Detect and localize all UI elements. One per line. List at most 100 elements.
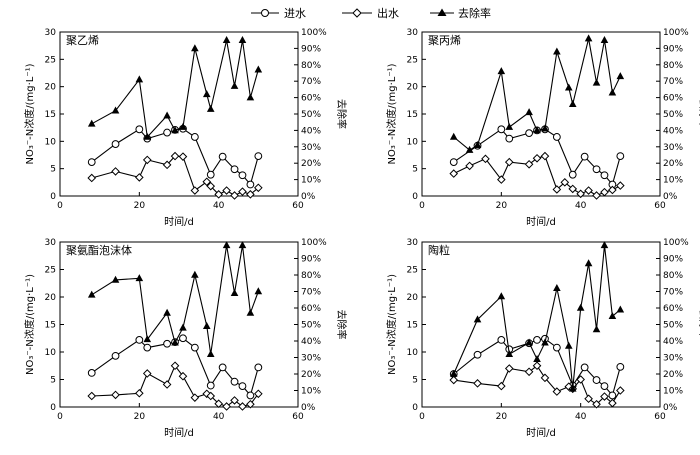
effluent-point — [449, 375, 459, 385]
removal-point — [222, 36, 231, 43]
effluent-point — [214, 190, 223, 199]
removal-point — [111, 275, 120, 283]
effluent-point — [497, 381, 506, 391]
influent-point — [111, 140, 120, 148]
influent-point — [238, 382, 247, 391]
y-tick-label: 5 — [50, 376, 56, 386]
y-tick-label: 0 — [412, 403, 418, 413]
y2-tick-label: 50% — [301, 321, 321, 331]
influent-point — [206, 170, 215, 179]
effluent-point — [497, 175, 506, 184]
removal-point — [497, 67, 506, 75]
panel-title: 聚乙烯 — [66, 34, 99, 47]
removal-point — [616, 305, 625, 313]
series-line-removal — [453, 245, 621, 389]
effluent-point — [202, 389, 212, 399]
removal-point — [254, 287, 263, 295]
effluent-point — [162, 160, 172, 170]
removal-point — [592, 78, 601, 86]
y2-tick-label: 10% — [663, 176, 683, 186]
y2-tick-label: 90% — [301, 44, 321, 54]
effluent-point — [87, 391, 97, 401]
effluent-point — [111, 167, 120, 176]
removal-point — [246, 93, 255, 101]
y2-tick-label: 10% — [301, 176, 321, 186]
removal-point — [449, 369, 458, 377]
chart-panel-ceramsite: 0 5 10 15 20 25 30 0% 10% 20% 30% 40% 50% 60% 70% 80% 90… — [385, 238, 700, 439]
effluent-point — [206, 181, 216, 191]
legend-removal-label: 去除率 — [458, 6, 491, 20]
panel-title: 陶粒 — [428, 243, 450, 257]
effluent-point — [170, 361, 180, 371]
removal-point — [222, 241, 231, 249]
effluent-point — [202, 177, 212, 187]
effluent-point — [600, 392, 609, 401]
y-axis-title: NO₃⁻-N浓度/(mg·L⁻¹) — [385, 274, 398, 375]
removal-point — [254, 65, 263, 73]
y-axis-title: NO₃⁻-N浓度/(mg·L⁻¹) — [23, 274, 36, 375]
effluent-point — [190, 393, 200, 402]
y2-tick-label: 90% — [663, 255, 683, 265]
removal-point — [179, 323, 187, 331]
effluent-point — [592, 191, 601, 200]
y2-tick-label: 40% — [663, 126, 683, 136]
y-tick-label: 15 — [45, 110, 56, 120]
removal-point — [171, 338, 179, 346]
influent-point — [230, 377, 239, 386]
x-tick-label: 20 — [496, 412, 508, 422]
y2-tick-label: 60% — [301, 304, 321, 314]
influent-point — [163, 339, 172, 348]
removal-point — [230, 81, 239, 89]
y-tick-label: 25 — [407, 55, 418, 65]
y2-tick-label: 20% — [663, 159, 683, 169]
y2-tick-label: 10% — [663, 387, 683, 397]
y2-tick-label: 0% — [301, 192, 316, 202]
series-line-removal — [91, 245, 259, 355]
y2-tick-label: 20% — [663, 370, 683, 380]
removal-point — [171, 126, 179, 134]
influent-point — [552, 133, 561, 141]
removal-point — [191, 44, 199, 52]
effluent-point — [214, 399, 223, 409]
y2-tick-label: 60% — [663, 304, 683, 314]
removal-point — [541, 124, 549, 132]
y-tick-label: 25 — [45, 266, 56, 276]
y2-tick-label: 0% — [301, 403, 316, 413]
x-axis-title: 时间/d — [526, 426, 556, 439]
effluent-point — [608, 185, 617, 195]
y-tick-label: 0 — [412, 192, 418, 202]
series-line-effluent — [91, 364, 259, 408]
influent-point — [190, 343, 199, 352]
influent-point — [505, 134, 514, 143]
removal-point — [553, 284, 561, 291]
removal-point — [163, 308, 171, 316]
y-tick-label: 15 — [407, 110, 418, 120]
influent-point — [135, 125, 144, 134]
removal-point — [238, 36, 247, 43]
influent-point — [592, 165, 601, 174]
removal-point — [584, 34, 593, 42]
x-tick-label: 40 — [575, 201, 587, 211]
effluent-point — [254, 389, 263, 399]
effluent-point — [222, 186, 231, 195]
removal-point — [568, 99, 577, 107]
y2-tick-label: 0% — [663, 403, 678, 413]
influent-point — [179, 334, 187, 343]
effluent-point — [230, 191, 239, 200]
y2-axis-title: 去除率 — [335, 310, 348, 340]
effluent-point — [481, 154, 490, 164]
y2-tick-label: 30% — [301, 143, 321, 153]
effluent-point — [568, 184, 578, 194]
y2-tick-label: 70% — [663, 288, 683, 298]
x-tick-label: 40 — [575, 412, 587, 422]
effluent-point — [524, 159, 534, 169]
effluent-point — [135, 173, 144, 182]
y2-tick-label: 0% — [663, 192, 678, 202]
effluent-point — [552, 185, 562, 194]
effluent-point — [532, 361, 542, 371]
effluent-point — [540, 373, 550, 383]
influent-point — [449, 158, 458, 167]
x-axis-title: 时间/d — [526, 215, 556, 228]
removal-point — [206, 350, 215, 357]
removal-point — [246, 308, 255, 316]
